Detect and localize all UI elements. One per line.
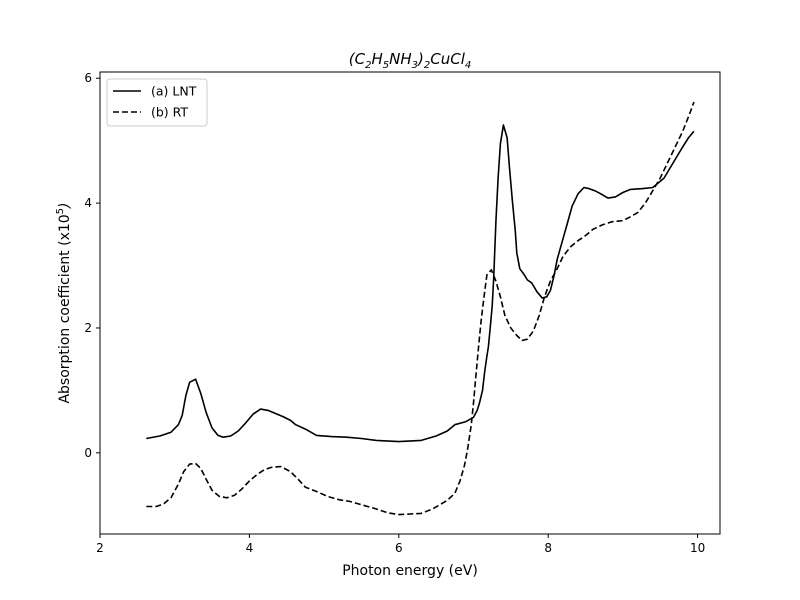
legend: (a) LNT (b) RT [106, 78, 208, 127]
y-tick-label: 2 [84, 321, 92, 335]
series-line-1 [146, 101, 695, 516]
x-tick-label: 8 [544, 541, 552, 555]
x-axis-label: Photon energy (eV) [342, 563, 478, 579]
legend-label: (b) RT [151, 105, 188, 120]
x-tick-label: 6 [395, 541, 403, 555]
x-tick-label: 10 [690, 541, 705, 555]
y-tick-label: 4 [84, 196, 92, 210]
y-tick-label: 6 [84, 71, 92, 85]
y-tick-label: 0 [84, 446, 92, 460]
y-axis-label: Absorption coefficient (x105) [55, 202, 73, 403]
x-axis: 2 4 6 8 10 [96, 534, 705, 555]
series-group [146, 101, 695, 516]
x-tick-label: 2 [96, 541, 104, 555]
legend-label: (a) LNT [151, 84, 197, 99]
y-axis: 0 2 4 6 [84, 71, 100, 460]
series-line-0 [146, 124, 695, 443]
plot-frame [99, 71, 721, 535]
chart-title: (C2H5NH3)2CuCl4 [349, 50, 471, 71]
x-tick-label: 4 [246, 541, 254, 555]
